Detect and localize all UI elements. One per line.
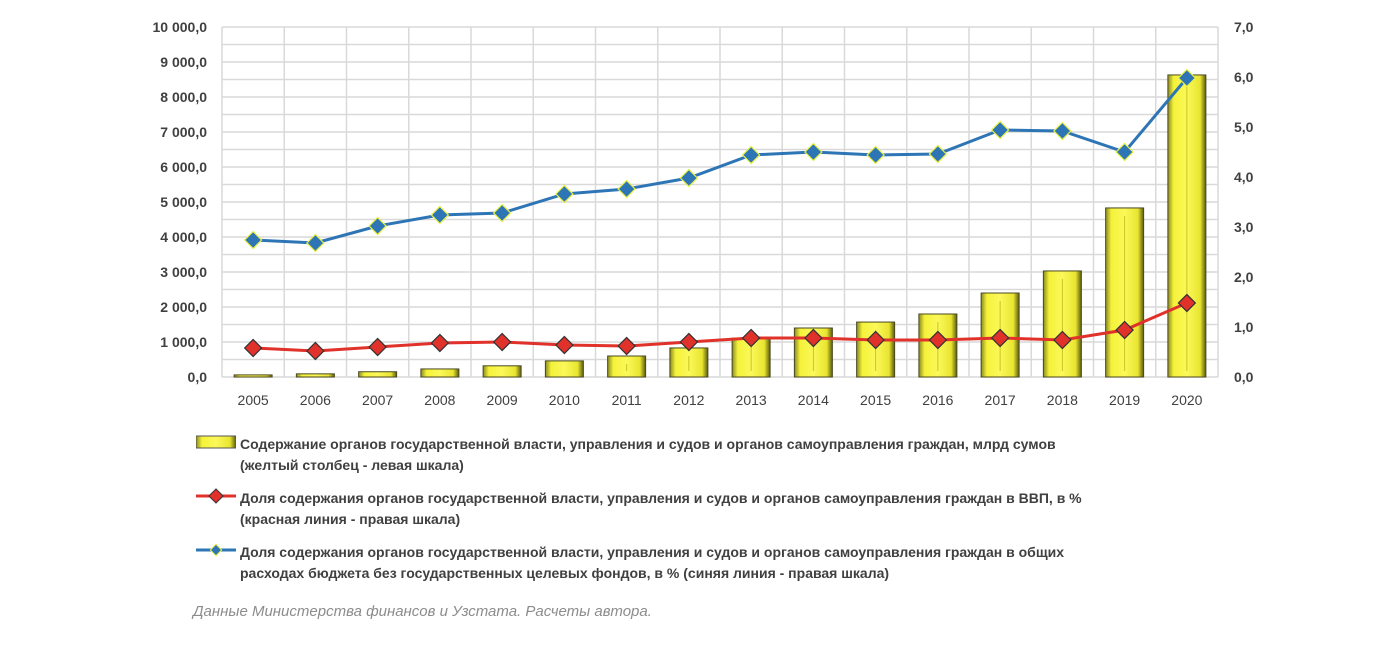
right-axis-tick: 0,0 (1234, 369, 1254, 385)
x-axis-tick: 2009 (487, 392, 518, 408)
data-point (990, 328, 1010, 348)
x-axis-tick: 2017 (985, 392, 1016, 408)
left-axis-tick: 10 000,0 (153, 19, 208, 35)
data-point (306, 341, 325, 361)
right-axis-tick: 5,0 (1234, 119, 1254, 135)
left-axis-tick: 5 000,0 (160, 194, 207, 210)
right-axis-tick: 1,0 (1234, 319, 1254, 335)
data-point (741, 328, 761, 348)
left-axis-tick: 7 000,0 (160, 124, 207, 140)
series-line (253, 301, 1188, 353)
data-point (243, 230, 263, 250)
data-point (1115, 320, 1134, 340)
combo-chart: 0,0 1 000,0 2 000,0 3 000,0 4 000,0 5 000,0 6 … (153, 19, 1254, 408)
left-axis-tick: 1 000,0 (160, 334, 207, 350)
left-axis-tick: 9 000,0 (160, 54, 207, 70)
x-axis-tick: 2005 (238, 392, 269, 408)
left-axis-tick: 0,0 (188, 369, 208, 385)
bar (420, 368, 460, 378)
x-axis-tick: 2006 (300, 392, 331, 408)
bar (233, 374, 273, 378)
left-axis-tick: 2 000,0 (160, 299, 207, 315)
legend: Содержание органов государственной власт… (196, 434, 1082, 596)
data-point (617, 179, 636, 199)
red-line-legend-symbol (196, 488, 236, 504)
right-axis-tick: 7,0 (1234, 19, 1254, 35)
legend-item-red-line: Доля содержания органов государственной … (196, 488, 1082, 530)
data-point (804, 142, 823, 162)
data-point (430, 333, 450, 353)
bar (358, 371, 398, 378)
data-point (555, 335, 574, 355)
legend-item-bars: Содержание органов государственной власт… (196, 434, 1082, 476)
x-axis-tick: 2018 (1047, 392, 1078, 408)
data-point (928, 330, 948, 350)
x-axis-tick: 2008 (424, 392, 455, 408)
right-axis-tick: 4,0 (1234, 169, 1254, 185)
x-axis-tick: 2013 (736, 392, 767, 408)
x-axis-tick: 2011 (612, 392, 642, 408)
data-point (243, 338, 263, 358)
data-point (928, 144, 948, 164)
right-axis-tick: 6,0 (1234, 69, 1254, 85)
data-point (1115, 142, 1134, 162)
legend-label: Доля содержания органов государственной … (240, 544, 1065, 560)
data-point (555, 184, 574, 204)
blue-line-legend-symbol (196, 543, 236, 557)
data-point (368, 216, 387, 236)
x-axis-tick: 2012 (673, 392, 704, 408)
data-point (679, 168, 699, 188)
data-point (679, 332, 699, 352)
data-point (492, 203, 512, 223)
legend-item-blue-line: Доля содержания органов государственной … (196, 542, 1082, 584)
legend-label-line2: (красная линия - правая шкала) (240, 511, 461, 527)
legend-label: Доля содержания органов государственной … (240, 490, 1082, 506)
data-point (1177, 68, 1197, 88)
source-caption: Данные Министерства финансов и Узстата. … (193, 603, 652, 620)
legend-label-line2: (желтый столбец - левая шкала) (240, 457, 464, 473)
data-point (804, 328, 823, 348)
data-point (1053, 121, 1072, 141)
bar (482, 365, 522, 378)
data-point (1053, 330, 1072, 350)
data-point (306, 233, 325, 253)
left-axis-tick: 3 000,0 (160, 264, 207, 280)
x-axis-tick: 2014 (798, 392, 829, 408)
x-axis-tick: 2019 (1109, 392, 1140, 408)
series-line (253, 77, 1189, 245)
x-axis-tick: 2015 (860, 392, 891, 408)
bar (544, 360, 584, 378)
left-axis-tick: 4 000,0 (160, 229, 207, 245)
data-point (368, 337, 387, 357)
x-axis-tick: 2016 (922, 392, 953, 408)
data-point (866, 145, 885, 165)
data-point (741, 145, 761, 165)
data-point (990, 120, 1010, 140)
left-axis-tick: 6 000,0 (160, 159, 207, 175)
x-axis-tick: 2020 (1171, 392, 1202, 408)
data-point (617, 336, 636, 356)
legend-label: Содержание органов государственной власт… (240, 436, 1056, 452)
data-point (1177, 293, 1197, 313)
left-axis-tick: 8 000,0 (160, 89, 207, 105)
x-axis-tick: 2007 (362, 392, 393, 408)
right-axis-tick: 3,0 (1234, 219, 1254, 235)
data-point (866, 330, 885, 350)
legend-label-line2: расходах бюджета без государственных цел… (240, 565, 890, 581)
right-axis-tick: 2,0 (1234, 269, 1254, 285)
x-axis-tick: 2010 (549, 392, 580, 408)
data-point (492, 332, 512, 352)
bar-legend-symbol (196, 435, 236, 449)
data-point (430, 205, 450, 225)
bar (295, 373, 335, 378)
